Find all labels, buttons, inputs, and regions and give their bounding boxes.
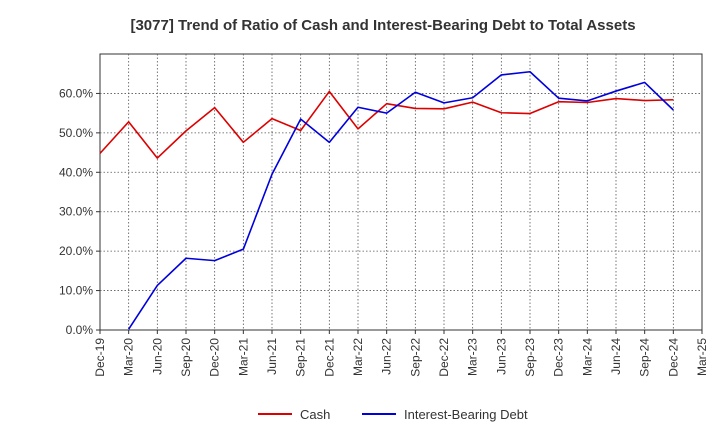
series-line-cash: [99, 90, 674, 159]
x-tick-label: Mar-24: [580, 338, 594, 376]
legend-label: Cash: [300, 407, 330, 422]
series-line-interest-bearing-debt: [128, 70, 674, 330]
x-tick-label: Sep-21: [294, 338, 308, 377]
x-tick-label: Mar-22: [351, 338, 365, 376]
x-axis: Dec-19 Mar-20 Jun-20 Sep-20 Dec-20 Mar-21 Jun-…: [93, 330, 709, 377]
x-tick-label: Mar-25: [695, 338, 709, 376]
x-tick-label: Sep-20: [179, 338, 193, 377]
series-lines: [99, 70, 674, 330]
x-tick-label: Dec-19: [93, 338, 107, 377]
x-tick-label: Dec-21: [322, 338, 336, 377]
x-tick-label: Mar-20: [122, 338, 136, 376]
x-tick-label: Dec-23: [552, 338, 566, 377]
y-tick-label: 60.0%: [59, 86, 93, 100]
legend: Cash Interest-Bearing Debt: [258, 407, 528, 422]
x-tick-label: Jun-24: [609, 338, 623, 375]
x-tick-label: Sep-23: [523, 338, 537, 377]
x-tick-label: Dec-22: [437, 338, 451, 377]
x-tick-label: Mar-23: [466, 338, 480, 376]
x-tick-label: Jun-21: [265, 338, 279, 375]
legend-label: Interest-Bearing Debt: [404, 407, 528, 422]
chart-title: [3077] Trend of Ratio of Cash and Intere…: [130, 17, 635, 34]
x-tick-label: Mar-21: [236, 338, 250, 376]
y-tick-label: 20.0%: [59, 244, 93, 258]
plot-area: [99, 53, 703, 331]
y-tick-label: 40.0%: [59, 165, 93, 179]
x-tick-label: Sep-22: [408, 338, 422, 377]
y-tick-label: 30.0%: [59, 205, 93, 219]
grid: [100, 54, 702, 330]
x-tick-label: Jun-20: [150, 338, 164, 375]
x-tick-label: Jun-23: [494, 338, 508, 375]
x-tick-label: Sep-24: [638, 338, 652, 377]
y-tick-label: 50.0%: [59, 126, 93, 140]
x-tick-label: Dec-20: [208, 338, 222, 377]
y-tick-label: 0.0%: [66, 323, 94, 337]
x-tick-label: Dec-24: [666, 338, 680, 377]
x-tick-label: Jun-22: [380, 338, 394, 375]
y-tick-label: 10.0%: [59, 284, 93, 298]
y-axis: 0.0% 10.0% 20.0% 30.0% 40.0% 50.0% 60.0%: [59, 86, 100, 337]
